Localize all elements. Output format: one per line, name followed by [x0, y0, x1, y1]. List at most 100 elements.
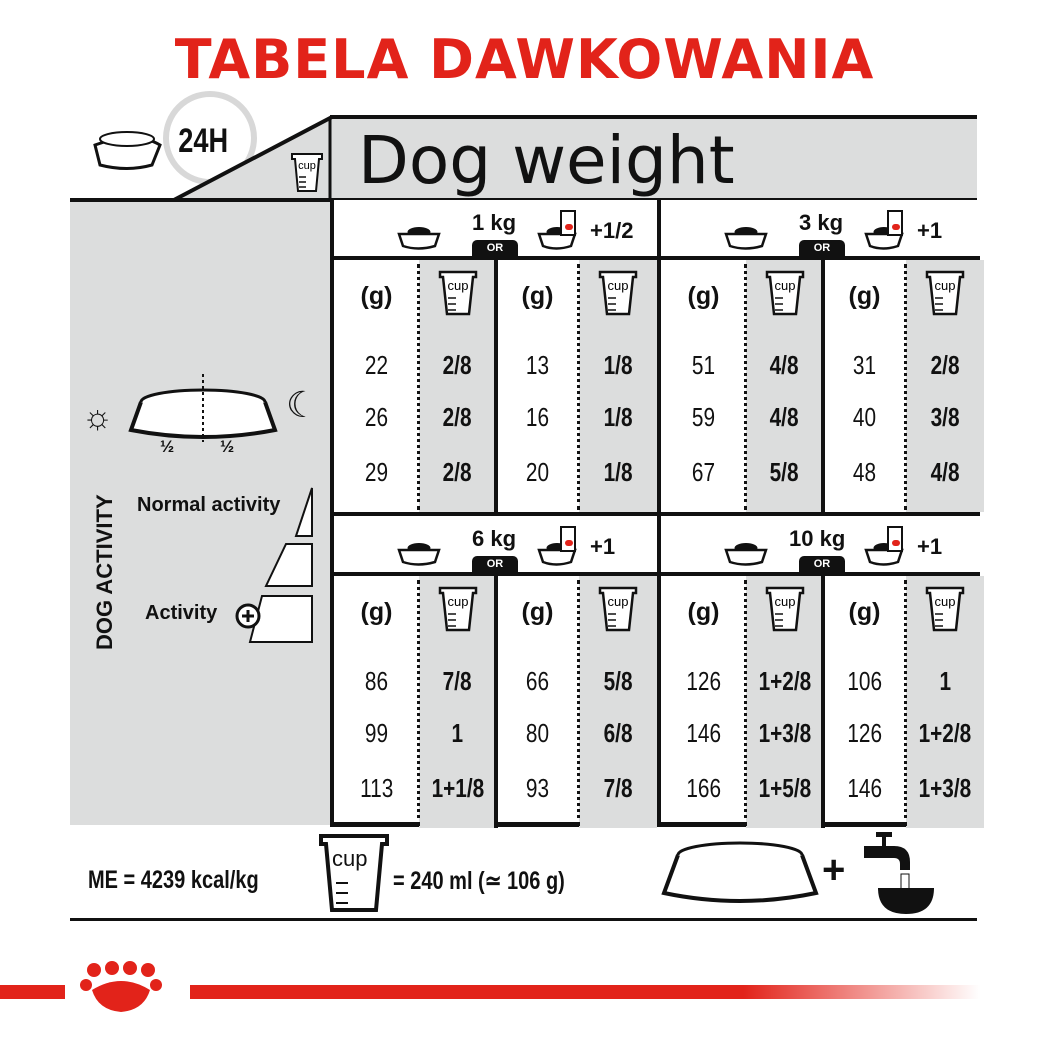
normal-activity-label: Normal activity	[137, 494, 281, 516]
cup-text: 7/8	[443, 666, 472, 696]
grams-header: (g)	[521, 282, 554, 310]
svg-text:cup: cup	[935, 278, 956, 293]
cup-value: 2/8	[906, 350, 984, 381]
cup-text: 1+5/8	[758, 773, 811, 803]
grams-value: 126	[661, 666, 746, 697]
left-panel	[70, 202, 330, 825]
cup-value: 2/8	[419, 350, 496, 381]
wet-addition: +1	[917, 218, 943, 243]
svg-text:cup: cup	[774, 594, 795, 609]
dry-bowl-icon	[723, 540, 769, 571]
cup-value: 1+3/8	[746, 718, 823, 749]
cup-value: 3/8	[906, 402, 984, 433]
cup-text: 2/8	[443, 457, 472, 487]
weight-header: 3 kg OR +1	[661, 200, 980, 260]
grams-text: 126	[686, 666, 721, 696]
cup-text: 1	[939, 666, 951, 696]
grams-text: 22	[364, 350, 389, 380]
grams-text: 166	[686, 773, 721, 803]
cup-value: 1/8	[579, 402, 657, 433]
cup-text: 1+2/8	[758, 666, 811, 696]
wet-bowl-icon	[536, 224, 578, 255]
half-right: ½	[220, 437, 235, 456]
cup-text: 5/8	[770, 457, 799, 487]
food-bowl-large-icon	[661, 841, 819, 903]
cup-text: 1+2/8	[918, 718, 972, 748]
cup-header-icon: cup	[579, 586, 657, 639]
split-bowl-icon	[128, 374, 278, 442]
grams-text: 106	[847, 666, 882, 696]
grams-value: 146	[823, 773, 906, 804]
grams-value: 106	[823, 666, 906, 697]
grams-text: 59	[691, 402, 716, 432]
dotted-divider	[904, 580, 907, 826]
weight-header: 6 kg OR +1	[334, 516, 657, 576]
or-badge: OR	[799, 240, 845, 256]
cup-text: 4/8	[930, 457, 960, 487]
weight-label: 3 kg	[799, 210, 844, 235]
dry-bowl-icon	[396, 540, 442, 571]
cup-value: 1	[906, 666, 984, 697]
grams-text: 99	[364, 718, 389, 748]
dry-bowl-icon	[723, 224, 769, 255]
water-tap-icon	[864, 832, 934, 914]
grams-value: 22	[334, 350, 419, 381]
svg-text:cup: cup	[608, 594, 629, 609]
quadrant-1kg: 1 kg OR +1/2 (g) cup 22 2/8 26 2/8 29 2/8 (g) cup 13 1…	[334, 200, 657, 512]
grams-text: 66	[525, 666, 550, 696]
weight-header: 10 kg OR +1	[661, 516, 980, 576]
half-left: ½	[160, 437, 175, 456]
cup-header-icon: cup	[419, 586, 496, 639]
cup-text: 7/8	[603, 773, 633, 803]
grams-value: 93	[496, 773, 579, 804]
grams-header: (g)	[687, 282, 720, 310]
cup-equivalence: = 240 ml (≃ 106 g)	[393, 867, 565, 895]
dosage-grid: 1 kg OR +1/2 (g) cup 22 2/8 26 2/8 29 2/8 (g) cup 13 1…	[330, 200, 984, 828]
cup-text: 1+3/8	[918, 773, 972, 803]
dotted-divider	[417, 264, 420, 510]
grams-text: 48	[852, 457, 877, 487]
cup-value: 1/8	[579, 457, 657, 488]
subcolumn-divider	[494, 258, 498, 512]
quadrant-6kg: 6 kg OR +1 (g) cup 86 7/8 99 1 113 1+1/8 (g) cup 66 5/…	[334, 512, 657, 828]
wet-pouch-icon	[560, 526, 576, 552]
cup-text: 1+3/8	[758, 718, 811, 748]
quadrant-3kg: 3 kg OR +1 (g) cup 51 4/8 59 4/8 67 5/8 (g) cup 31 2/8…	[657, 200, 984, 512]
wet-addition: +1	[917, 534, 943, 559]
header-cup-label: cup	[298, 160, 316, 172]
grams-text: 26	[364, 402, 389, 432]
svg-text:cup: cup	[935, 594, 956, 609]
cup-value: 7/8	[579, 773, 657, 804]
grams-value: 40	[823, 402, 906, 433]
grams-value: 80	[496, 718, 579, 749]
activity-label: Activity	[145, 602, 218, 624]
dotted-divider	[904, 264, 907, 510]
cup-text: 1/8	[603, 457, 633, 487]
weight-label: 6 kg	[472, 526, 517, 551]
grams-value: 20	[496, 457, 579, 488]
cup-value: 2/8	[419, 457, 496, 488]
grams-text: 67	[691, 457, 716, 487]
page-title: TABELA DAWKOWANIA	[174, 28, 875, 91]
dotted-divider	[417, 580, 420, 826]
energy-value: ME = 4239 kcal/kg	[88, 866, 259, 894]
cup-text: 1+1/8	[431, 773, 484, 803]
grams-value: 86	[334, 666, 419, 697]
time-label: 24H	[178, 122, 229, 160]
cup-header-icon: cup	[746, 270, 823, 323]
grams-text: 126	[847, 718, 882, 748]
grams-value: 48	[823, 457, 906, 488]
cup-value: 1+2/8	[746, 666, 823, 697]
food-bowl-icon	[93, 131, 162, 170]
dotted-divider	[577, 264, 580, 510]
grams-value: 67	[661, 457, 746, 488]
grams-header: (g)	[848, 598, 881, 626]
grams-text: 20	[525, 457, 550, 487]
grams-text: 86	[364, 666, 389, 696]
cup-value: 6/8	[579, 718, 657, 749]
wet-addition: +1/2	[590, 218, 634, 243]
cup-value: 4/8	[746, 350, 823, 381]
cup-header-icon: cup	[906, 586, 984, 639]
header-cup-icon: cup	[290, 152, 323, 192]
or-badge: OR	[472, 240, 518, 256]
